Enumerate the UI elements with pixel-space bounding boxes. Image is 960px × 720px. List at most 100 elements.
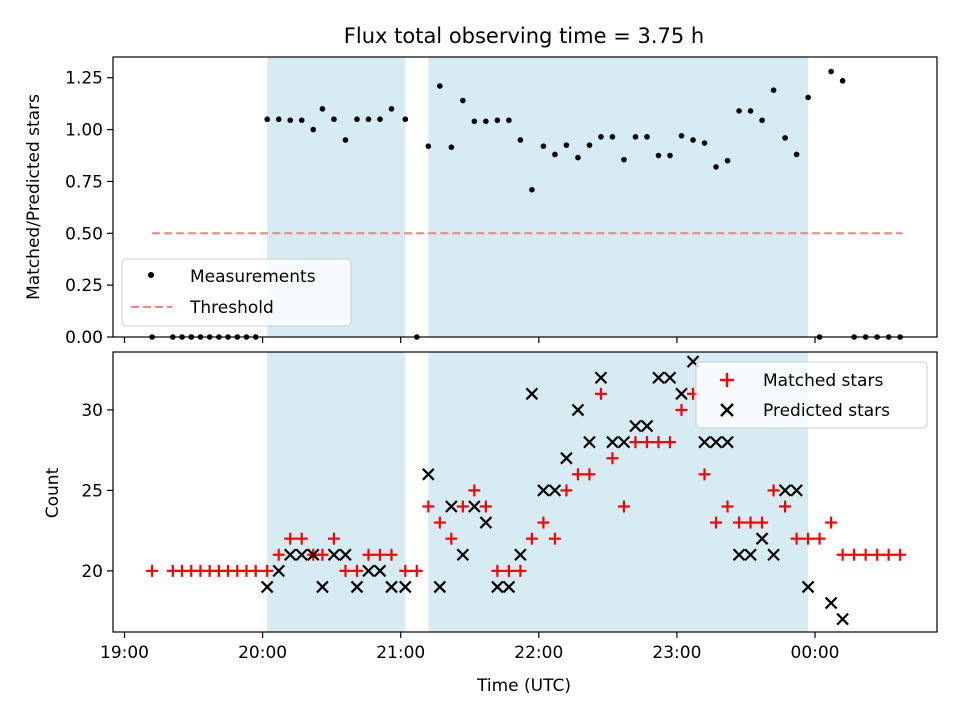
measurement-points bbox=[149, 68, 903, 340]
matched-star-point bbox=[767, 484, 780, 497]
measurement-point bbox=[517, 137, 524, 143]
predicted-star-point bbox=[537, 484, 550, 497]
predicted-star-point bbox=[767, 548, 780, 562]
predicted-star-point bbox=[316, 580, 329, 594]
measurement-point bbox=[275, 116, 282, 123]
matched-star-point bbox=[502, 564, 515, 577]
measurement-point bbox=[747, 108, 754, 114]
matched-star-point bbox=[825, 516, 838, 529]
matched-star-point bbox=[882, 548, 895, 561]
ratio-legend-box bbox=[121, 258, 352, 327]
y-tick-label: 25 bbox=[81, 481, 103, 501]
predicted-star-point bbox=[548, 484, 562, 497]
measurement-point bbox=[287, 117, 294, 124]
x-tick-label: 23:00 bbox=[652, 643, 701, 663]
measurement-point bbox=[724, 157, 731, 164]
predicted-star-point bbox=[790, 484, 803, 497]
predicted-star-point bbox=[594, 371, 608, 385]
measurement-point bbox=[540, 143, 547, 149]
count-legend-box bbox=[695, 361, 928, 429]
predicted-star-point bbox=[732, 548, 746, 562]
matched-star-point bbox=[468, 484, 481, 497]
matched-star-point bbox=[456, 500, 469, 513]
x-tick-label: 22:00 bbox=[514, 643, 563, 663]
matched-star-point bbox=[813, 532, 826, 545]
matched-star-point bbox=[146, 564, 159, 577]
predicted-star-point bbox=[350, 580, 364, 594]
matched-star-point bbox=[261, 564, 274, 577]
shaded-interval bbox=[267, 352, 406, 632]
matched-star-point bbox=[652, 436, 665, 449]
measurement-point bbox=[690, 137, 696, 143]
predicted-star-point bbox=[721, 435, 734, 449]
predicted-star-point bbox=[502, 580, 516, 594]
x-tick-label: 20:00 bbox=[238, 643, 287, 663]
measurement-point bbox=[793, 151, 800, 158]
predicted-star-point bbox=[617, 435, 631, 449]
matched-star-point bbox=[733, 516, 746, 529]
matched-star-point bbox=[385, 548, 398, 561]
measurement-point bbox=[402, 116, 409, 123]
measurement-point bbox=[609, 134, 616, 140]
predicted-star-point bbox=[445, 500, 458, 513]
measurement-point bbox=[506, 117, 512, 124]
matched-star-point bbox=[848, 548, 861, 561]
matched-star-point bbox=[894, 548, 907, 561]
matched-star-point bbox=[373, 548, 386, 561]
matched-star-point bbox=[399, 564, 412, 577]
predicted-star-point bbox=[468, 500, 481, 513]
matched-star-point bbox=[640, 436, 653, 449]
predicted-star-point bbox=[362, 564, 375, 578]
measurement-point bbox=[839, 78, 846, 84]
measurement-point bbox=[632, 134, 639, 140]
matched-star-point bbox=[339, 564, 352, 577]
matched-star-point bbox=[721, 500, 734, 513]
predicted-star-point bbox=[824, 596, 838, 610]
measurement-point bbox=[310, 126, 317, 133]
count-panel: 19:00 20:00 21:00 22:00 23:00 00:00 20 25 30 Co… bbox=[43, 351, 938, 696]
y-tick-label: 30 bbox=[81, 401, 103, 421]
predicted-star-point bbox=[306, 548, 320, 562]
y-tick-label: 0.75 bbox=[65, 172, 103, 192]
measurement-point bbox=[448, 144, 455, 151]
y-tick-label: 0.00 bbox=[65, 328, 103, 348]
matched-star-point bbox=[272, 548, 285, 561]
measurement-point bbox=[388, 106, 395, 112]
measurement-point bbox=[678, 133, 685, 139]
measurement-point bbox=[342, 137, 349, 143]
measurement-point bbox=[552, 151, 558, 158]
measurement-point bbox=[377, 116, 383, 123]
predicted-star-point bbox=[491, 580, 504, 594]
count-legend: Matched stars Predicted stars bbox=[695, 361, 928, 429]
matched-star-point bbox=[744, 516, 757, 529]
matched-star-point bbox=[350, 564, 363, 577]
measurement-point bbox=[759, 117, 765, 124]
matched-star-point bbox=[316, 548, 329, 561]
matched-star-point bbox=[583, 468, 596, 481]
measurement-point bbox=[365, 116, 372, 123]
y-tick-label: 0.50 bbox=[65, 224, 103, 244]
predicted-star-point bbox=[514, 548, 527, 562]
predicted-star-point bbox=[640, 419, 654, 433]
matched-star-point bbox=[675, 403, 688, 416]
matched-star-point bbox=[295, 532, 308, 545]
y-tick-label: 0.25 bbox=[65, 276, 103, 296]
measurement-point bbox=[701, 140, 708, 146]
measurement-point bbox=[575, 154, 581, 161]
matched-star-point bbox=[710, 516, 723, 529]
predicted-star-point bbox=[836, 612, 849, 626]
predicted-star-point bbox=[560, 451, 573, 465]
measurement-point bbox=[319, 106, 326, 112]
predicted-star-point bbox=[675, 387, 688, 401]
matched-star-point bbox=[698, 468, 711, 481]
predicted-star-point bbox=[698, 435, 711, 449]
predicted-stars-points bbox=[260, 355, 849, 626]
measurement-point bbox=[471, 118, 478, 125]
ratio-y-ticks: 0.00 0.25 0.50 0.75 1.00 1.25 bbox=[65, 69, 113, 348]
matched-star-point bbox=[836, 548, 849, 561]
matched-star-point bbox=[362, 548, 375, 561]
shaded-interval bbox=[428, 57, 809, 337]
y-tick-label: 20 bbox=[81, 562, 103, 582]
predicted-star-point bbox=[283, 548, 297, 562]
chart-title: Flux total observing time = 3.75 h bbox=[344, 24, 704, 48]
